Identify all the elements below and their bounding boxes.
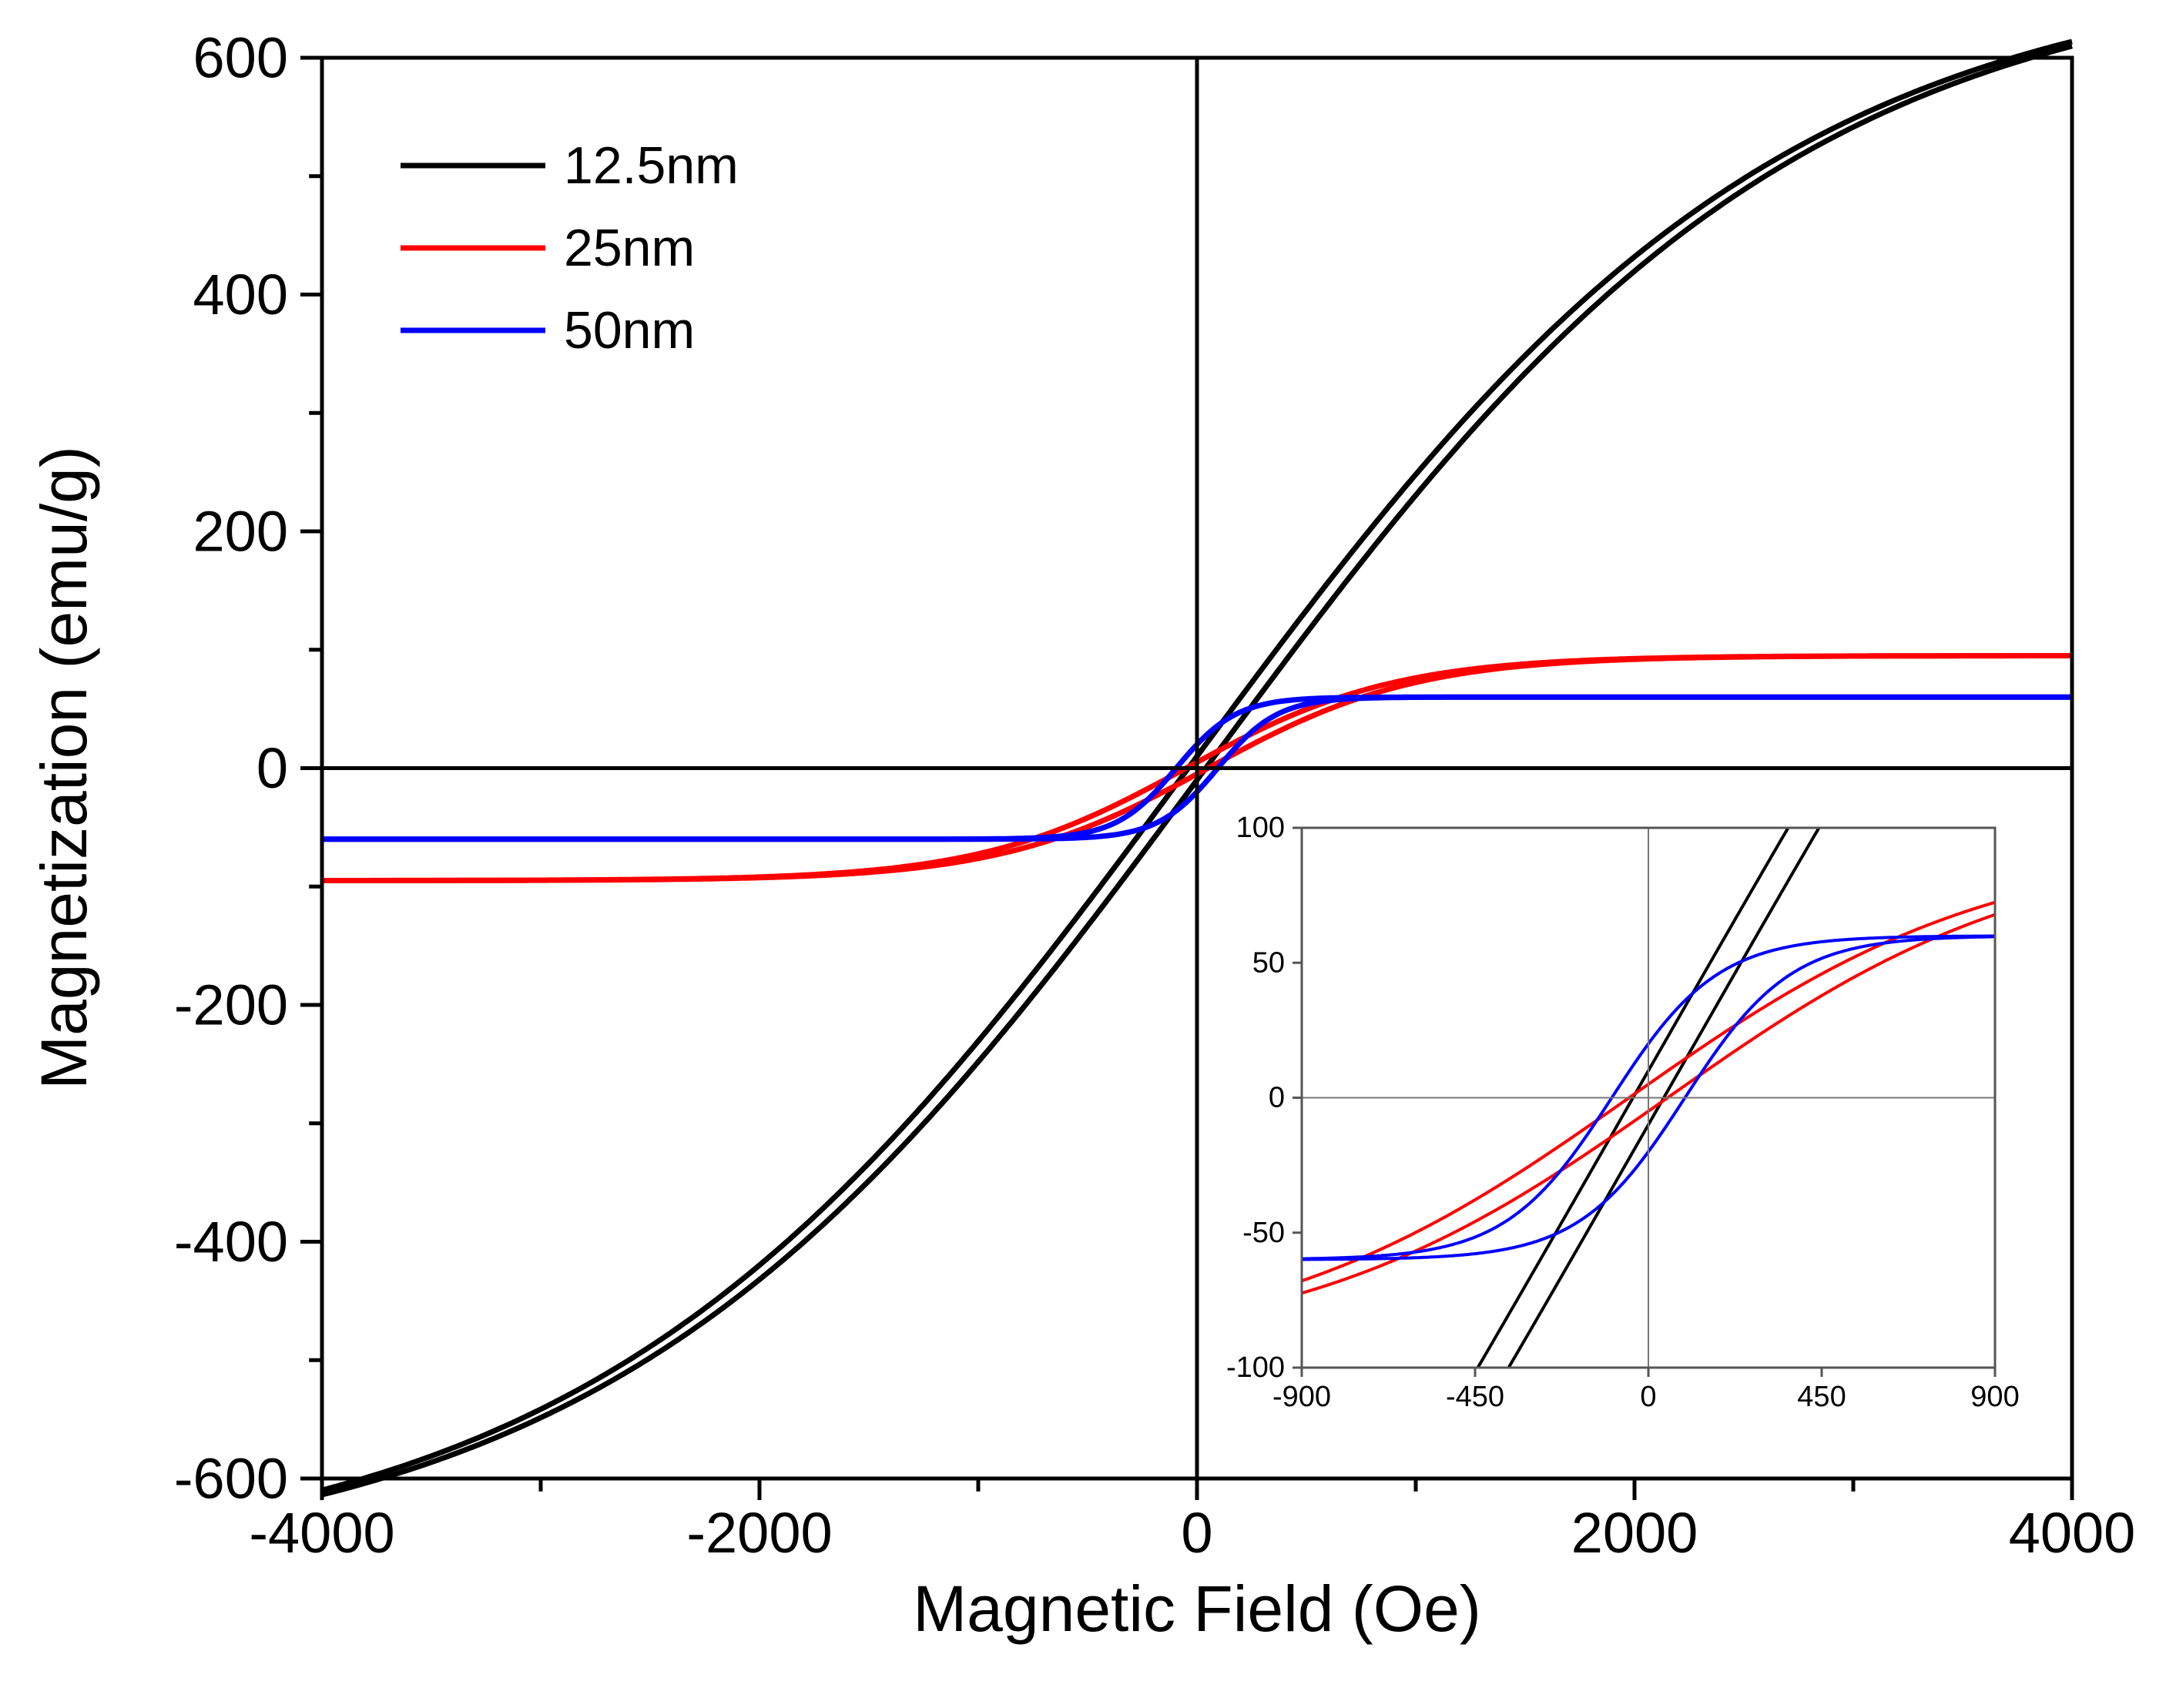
y-tick-label: 0 [256,736,288,800]
x-tick-label: -900 [1272,1381,1331,1413]
legend-label: 50nm [564,301,695,360]
y-tick-label: 0 [1269,1082,1285,1114]
y-tick-label: -50 [1242,1217,1285,1249]
x-axis-title: Magnetic Field (Oe) [913,1572,1481,1645]
main-axes: -4000 -2000 0 2000 4000-600-400-200020040060… [174,26,2135,1566]
y-tick-label: 50 [1252,946,1285,979]
y-tick-label: 400 [193,263,288,327]
y-tick-label: 200 [193,500,288,564]
inset-axes: -900 -450 0 450 900 -100 -50 0 50 100 [1226,812,2020,1413]
y-tick-label: 600 [193,26,288,90]
x-tick-label: 2000 [1571,1501,1698,1565]
y-axis-title: Magnetization (emu/g) [28,446,100,1090]
inset-plot-frame [1300,826,1997,1369]
x-tick-label: 0 [1181,1501,1212,1565]
y-tick-label: -400 [174,1210,288,1274]
x-tick-label: 4000 [2009,1501,2136,1565]
x-tick-label: 0 [1640,1381,1656,1413]
main-plot-frame [320,55,2074,1481]
y-tick-label: -600 [174,1447,288,1511]
x-tick-label: 450 [1797,1381,1846,1413]
y-tick-label: -200 [174,973,288,1037]
legend: 12.5nm 25nm 50nm [401,136,739,360]
legend-label: 12.5nm [564,136,739,195]
legend-label: 25nm [564,219,695,277]
y-tick-label: -100 [1226,1351,1285,1384]
x-tick-label: -4000 [249,1501,394,1565]
y-tick-label: 100 [1236,812,1285,844]
x-tick-label: -450 [1446,1381,1504,1413]
main-plot: -4000 -2000 0 2000 4000-600-400-200020040060… [28,26,2135,1646]
inset-plot: -900 -450 0 450 900 -100 -50 0 50 100 [1226,812,2020,1413]
x-tick-label: 900 [1970,1381,2019,1413]
x-tick-label: -2000 [686,1501,832,1565]
